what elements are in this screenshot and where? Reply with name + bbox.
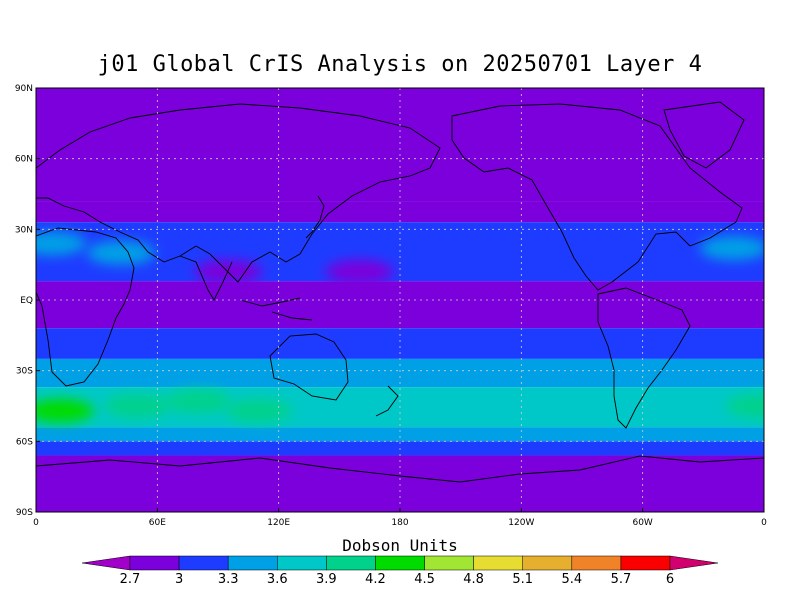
ozone-band-1: [36, 201, 764, 223]
colorbar-segment-9: [571, 555, 622, 571]
colorbar-tick-label-2: 3.3: [218, 572, 239, 587]
ozone-hotspot-2: [163, 389, 232, 414]
page-title: j01 Global CrIS Analysis on 20250701 Lay…: [97, 52, 703, 77]
colorbar-tick-label-8: 5.1: [512, 572, 533, 587]
ozone-hotspot-9: [325, 259, 394, 284]
colorbar-tick-label-4: 3.9: [316, 572, 337, 587]
coastline-new-zealand: [375, 385, 399, 417]
lat-tick-label-0: 90N: [15, 84, 33, 94]
colorbar-tick-label-9: 5.4: [561, 572, 582, 587]
colorbar-tick-label-6: 4.5: [414, 572, 435, 587]
lon-tick-label-4: 120W: [508, 518, 534, 528]
coastline-north-america: [451, 103, 743, 291]
lat-tick-label-5: 60S: [16, 437, 33, 447]
lon-tick-label-5: 60W: [632, 518, 652, 528]
colorbar-tick-label-1: 3: [175, 572, 183, 587]
latitude-labels: 90N 60N 30N EQ 30S 60S 90S: [15, 84, 40, 518]
colorbar-tick-label-10: 5.7: [611, 572, 632, 587]
ozone-band-4: [36, 328, 764, 359]
lat-tick-label-6: 90S: [16, 508, 33, 518]
lat-tick-label-3: EQ: [20, 296, 33, 306]
colorbar-tick-label-5: 4.2: [365, 572, 386, 587]
colorbar-segment-1: [178, 555, 229, 571]
ozone-hotspots: [36, 231, 764, 423]
colorbar-segment-2: [227, 555, 278, 571]
colorbar-tick-label-7: 4.8: [463, 572, 484, 587]
lat-tick-label-1: 60N: [15, 155, 33, 165]
coastline-outlines: [36, 101, 764, 483]
colorbar-title: Dobson Units: [342, 536, 458, 555]
colorbar-high-arrow: [669, 555, 719, 571]
coastline-australia: [269, 333, 349, 401]
lat-tick-label-2: 30N: [15, 225, 33, 235]
coastline-antarctica: [36, 455, 764, 483]
colorbar-segment-3: [277, 555, 327, 571]
colorbar-tick-label-0: 2.7: [120, 572, 141, 587]
coastline-japan: [305, 195, 325, 239]
lon-tick-label-3: 180: [391, 518, 408, 528]
colorbar-low-arrow: [81, 555, 131, 571]
colorbar-segment-0: [129, 555, 180, 571]
lat-tick-label-4: 30S: [16, 367, 33, 377]
ozone-hotspot-6: [36, 231, 87, 256]
colorbar-segment-10: [620, 555, 671, 571]
ozone-hotspot-5: [699, 236, 764, 261]
coastline-eurasia: [36, 103, 441, 283]
colorbar: 2.7 3 3.3 3.6 3.9 4.2 4.5 4.8 5.1 5.4 5.7 6: [81, 555, 719, 587]
colorbar-segment-4: [326, 555, 376, 571]
map-area: [36, 88, 764, 512]
lon-tick-label-6: 0: [761, 518, 767, 528]
lon-tick-label-1: 60E: [149, 518, 166, 528]
longitude-labels: 0 60E 120E 180 120W 60W 0: [33, 508, 767, 528]
coastline-india: [179, 255, 233, 301]
colorbar-segment-8: [522, 555, 573, 571]
colorbar-segment-7: [473, 555, 523, 571]
colorbar-segment-6: [424, 555, 474, 571]
ozone-hotspot-7: [86, 240, 155, 265]
coastline-south-america: [597, 287, 691, 429]
ozone-hotspot-1: [103, 394, 172, 418]
ozone-hotspot-3: [224, 398, 293, 423]
ozone-band-7: [36, 427, 764, 442]
coastline-africa: [36, 227, 135, 387]
gridlines: [36, 88, 764, 512]
ozone-hotspot-0: [36, 398, 95, 423]
coastline-indonesia: [239, 297, 313, 321]
ozone-hotspot-4: [725, 394, 764, 418]
colorbar-segment-5: [375, 555, 425, 571]
colorbar-tick-label-11: 6: [666, 572, 674, 587]
colorbar-tick-label-3: 3.6: [267, 572, 288, 587]
lon-tick-label-2: 120E: [267, 518, 290, 528]
lon-tick-label-0: 0: [33, 518, 39, 528]
coastline-greenland: [663, 101, 745, 169]
